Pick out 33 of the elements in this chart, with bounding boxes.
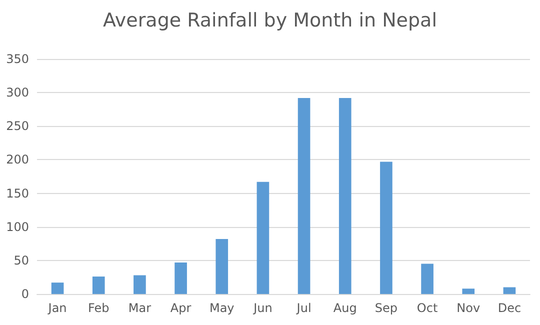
y-tick-label: 0: [21, 287, 29, 301]
bar: [51, 282, 64, 294]
bar: [503, 287, 516, 294]
bar: [462, 288, 475, 294]
bar: [380, 162, 392, 294]
bar: [134, 275, 146, 294]
x-tick-label: May: [209, 301, 234, 315]
x-tick-label: Oct: [416, 301, 438, 315]
bar: [216, 238, 228, 294]
bar: [421, 264, 434, 294]
x-tick-label: Aug: [333, 301, 357, 315]
bar: [174, 262, 187, 294]
x-tick-label: Jan: [47, 301, 67, 315]
bar: [338, 98, 352, 294]
x-tick-label: Nov: [456, 301, 480, 315]
y-tick-label: 200: [6, 152, 29, 167]
y-tick-label: 250: [6, 119, 29, 134]
x-tick-label: Feb: [88, 301, 110, 315]
chart-title: Average Rainfall by Month in Nepal: [103, 10, 437, 32]
y-tick-label: 50: [14, 253, 29, 268]
bar: [92, 276, 105, 294]
x-tick-label: Mar: [128, 301, 152, 315]
x-tick-label: Apr: [170, 301, 192, 315]
y-tick-label: 150: [6, 186, 29, 200]
bar: [256, 182, 270, 294]
x-tick-label: Jun: [252, 301, 272, 315]
y-tick-label: 300: [6, 86, 29, 100]
x-tick-label: Sep: [374, 301, 398, 315]
x-tick-label: Dec: [498, 301, 522, 315]
x-tick-label: Jul: [296, 301, 312, 315]
y-tick-label: 100: [6, 220, 29, 234]
y-tick-label: 350: [6, 52, 29, 66]
bar: [298, 98, 310, 294]
